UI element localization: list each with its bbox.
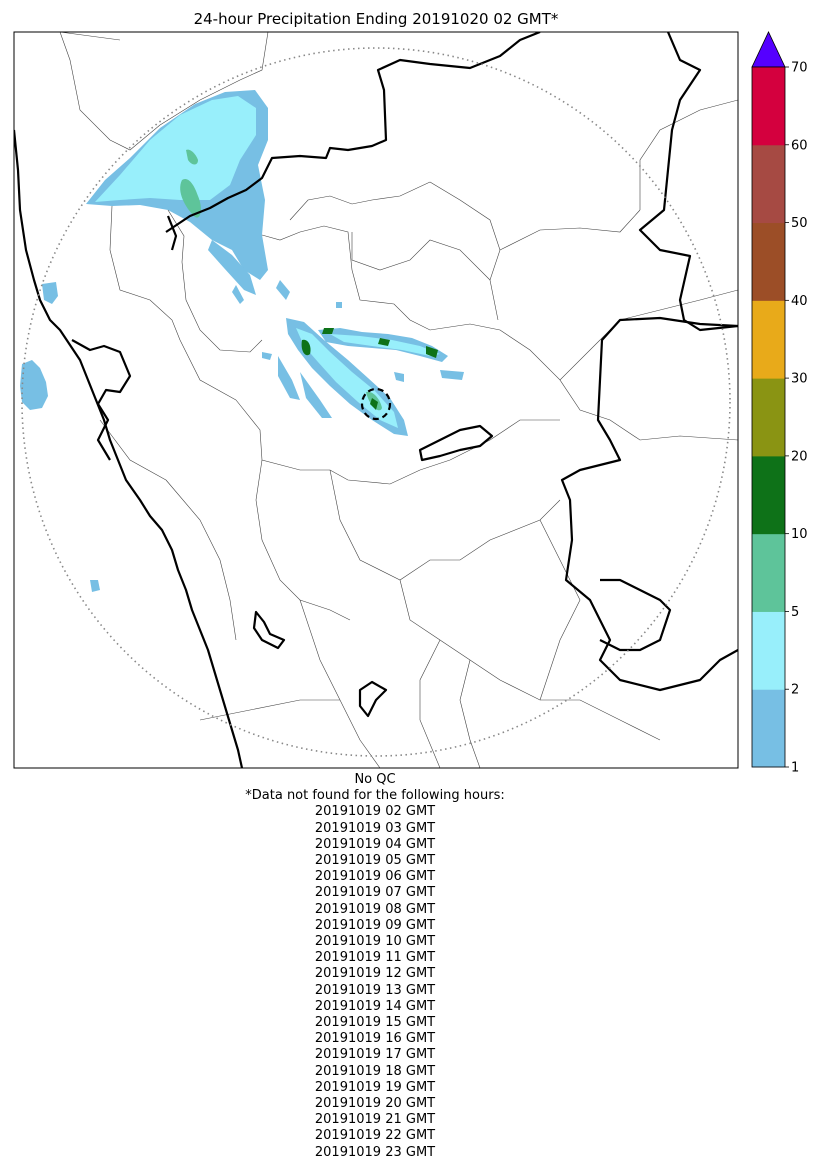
missing-hour-item: 20191019 16 GMT — [314, 1031, 436, 1047]
colorbar-tick-label: 10 — [791, 527, 808, 542]
radar-range-ring — [21, 47, 731, 757]
missing-hour-item: 20191019 21 GMT — [314, 1112, 436, 1128]
missing-hour-item: 20191019 23 GMT — [314, 1144, 436, 1160]
missing-hour-item: 20191019 15 GMT — [314, 1015, 436, 1031]
colorbar-segment — [752, 611, 785, 690]
precip-scatter-4 — [262, 352, 272, 360]
precip-streak-1 — [208, 240, 256, 295]
missing-hour-item: 20191019 04 GMT — [314, 836, 436, 852]
colorbar-tick-label: 5 — [791, 605, 799, 620]
colorbar-ticks: 1 2 5 10 20 30 40 50 60 70 — [785, 61, 808, 776]
precip-green-patch-3 — [378, 338, 390, 346]
missing-hour-item: 20191019 05 GMT — [314, 853, 436, 869]
state-enclave-south-2 — [358, 680, 388, 718]
state-border-northwest-interior — [166, 215, 178, 251]
colorbar-segments — [752, 67, 785, 768]
missing-hour-item: 20191019 22 GMT — [314, 1128, 436, 1144]
precip-coastal-west — [20, 360, 48, 410]
colorbar-segment — [752, 144, 785, 224]
colorbar: 1 2 5 10 20 30 40 50 60 70 — [751, 31, 808, 776]
missing-hour-item: 20191019 10 GMT — [314, 934, 436, 950]
colorbar-tick-label: 1 — [791, 761, 799, 776]
state-enclave-south-1 — [252, 610, 286, 650]
state-border-west-interior — [71, 339, 132, 461]
colorbar-segment — [752, 300, 785, 379]
state-border-east-enclave — [599, 578, 672, 652]
precip-scatter-3 — [336, 302, 342, 308]
colorbar-tick-label: 20 — [791, 449, 808, 464]
colorbar-segment — [752, 689, 785, 768]
precip-streak-3 — [276, 280, 290, 300]
precip-small-south — [90, 580, 100, 592]
missing-hour-item: 20191019 19 GMT — [314, 1079, 436, 1095]
colorbar-segment — [752, 378, 785, 457]
precip-green-patch-4 — [426, 346, 438, 358]
state-border-north — [165, 32, 541, 233]
colorbar-segment — [752, 67, 785, 146]
missing-hours-list: 20191019 02 GMT 20191019 03 GMT 20191019 0… — [175, 804, 575, 1160]
precip-streak-2 — [232, 285, 244, 304]
precip-green-patch-2 — [322, 328, 334, 334]
precip-streak-4 — [278, 356, 300, 400]
state-border-northeast — [638, 32, 738, 332]
precip-streak-5 — [300, 372, 332, 418]
state-border-central-east — [418, 424, 494, 462]
colorbar-tick-label: 30 — [791, 372, 808, 387]
colorbar-segment — [752, 533, 785, 612]
missing-hour-item: 20191019 11 GMT — [314, 950, 436, 966]
missing-hour-item: 20191019 08 GMT — [314, 901, 436, 917]
missing-hour-item: 20191019 20 GMT — [314, 1096, 436, 1112]
map-panel[interactable] — [13, 31, 739, 769]
qc-note: No QC — [354, 772, 396, 787]
colorbar-tick-label: 50 — [791, 216, 808, 231]
missing-hour-item: 20191019 12 GMT — [314, 966, 436, 982]
missing-hour-item: 20191019 02 GMT — [314, 804, 436, 820]
map-title: 24-hour Precipitation Ending 20191020 02… — [194, 10, 559, 28]
map-frame — [13, 31, 739, 769]
precip-coastal-north — [42, 282, 58, 304]
state-border-east — [560, 316, 738, 692]
missing-hour-item: 20191019 09 GMT — [314, 917, 436, 933]
missing-data-header: *Data not found for the following hours: — [245, 788, 505, 804]
missing-hour-item: 20191019 07 GMT — [314, 885, 436, 901]
map-notes: No QC *Data not found for the following … — [175, 772, 575, 1161]
colorbar-extend-arrow — [751, 31, 786, 68]
precip-green-patch-6 — [370, 398, 378, 410]
colorbar-outline — [751, 66, 786, 768]
colorbar-segment — [752, 455, 785, 535]
precip-area-northwest-green-1 — [180, 178, 201, 218]
missing-hour-item: 20191019 14 GMT — [314, 998, 436, 1014]
colorbar-tick-label: 70 — [791, 61, 808, 76]
coastline-west — [14, 129, 244, 768]
precip-scatter-2 — [440, 370, 464, 380]
state-boundaries — [14, 32, 738, 768]
missing-hour-item: 20191019 17 GMT — [314, 1047, 436, 1063]
precip-green-patch-1 — [301, 339, 311, 356]
radar-location-marker — [360, 387, 392, 421]
colorbar-tick-label: 40 — [791, 294, 808, 309]
precipitation-layer — [20, 90, 464, 592]
precip-area-northwest-cyan — [95, 96, 256, 202]
missing-hour-item: 20191019 13 GMT — [314, 982, 436, 998]
missing-hour-item: 20191019 06 GMT — [314, 869, 436, 885]
colorbar-tick-label: 2 — [791, 683, 799, 698]
precip-scatter-1 — [394, 372, 404, 382]
missing-hour-item: 20191019 18 GMT — [314, 1063, 436, 1079]
missing-hour-item: 20191019 03 GMT — [314, 820, 436, 836]
district-boundaries — [59, 32, 738, 768]
colorbar-tick-label: 60 — [791, 138, 808, 153]
colorbar-segment — [752, 222, 785, 301]
precip-area-northwest-green-2 — [186, 149, 198, 165]
